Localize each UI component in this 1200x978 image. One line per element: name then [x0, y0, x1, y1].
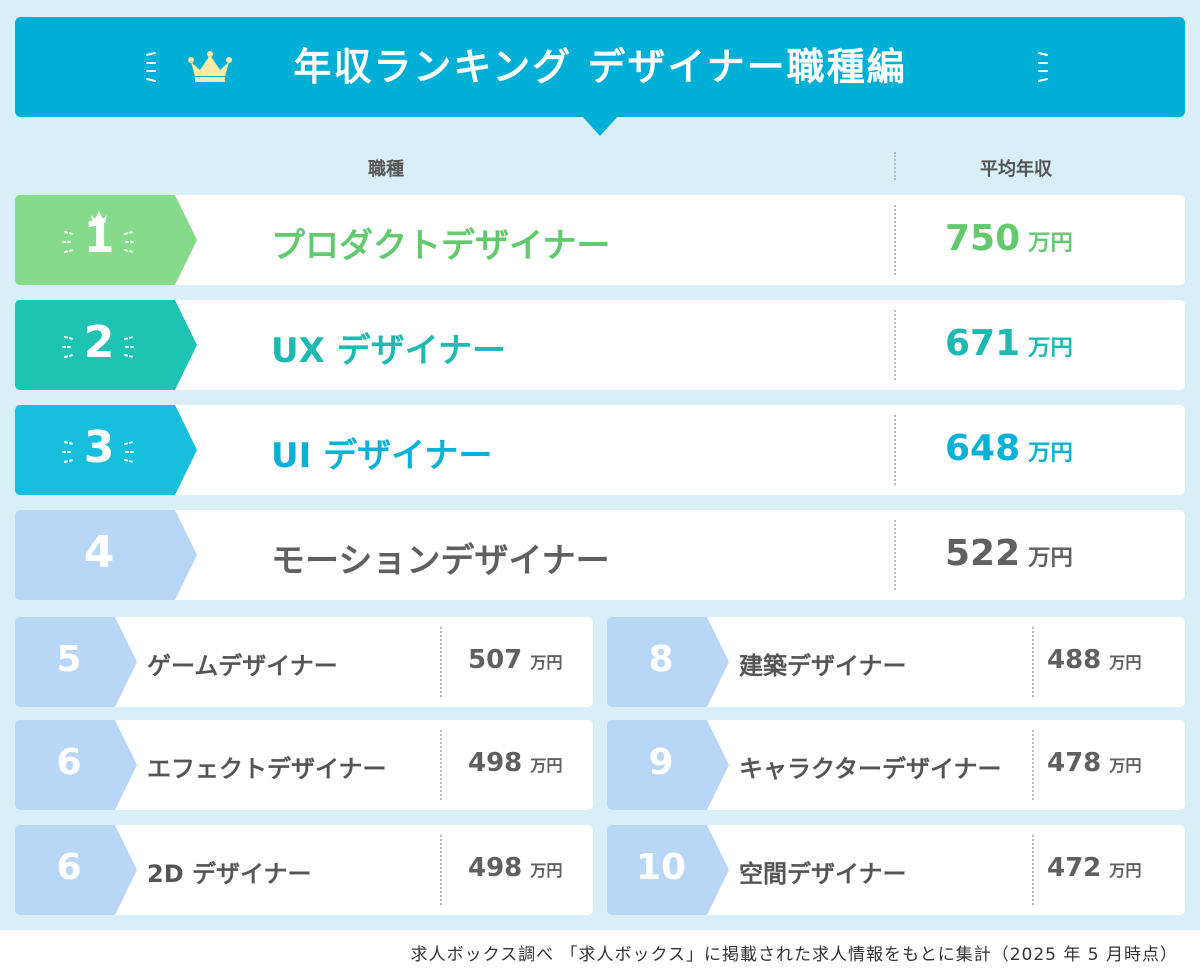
title-banner: 年収ランキング デザイナー職種編 [15, 17, 1185, 117]
job-title: 建築デザイナー [739, 652, 907, 680]
ranking-row: 10 空間デザイナー 472 万円 [607, 825, 1185, 915]
job-title: プロダクトデザイナー [271, 226, 611, 266]
job-title: UX デザイナー [271, 331, 506, 371]
salary-value: 478 万円 [1047, 748, 1142, 778]
job-title: ゲームデザイナー [147, 652, 338, 680]
ranking-row: 3 UI デザイナー 648 万円 [15, 405, 1185, 495]
job-title: エフェクトデザイナー [147, 755, 387, 783]
rank-badge [15, 405, 197, 495]
rank-number: 3 [83, 422, 115, 473]
job-title: キャラクターデザイナー [739, 755, 1002, 783]
salary-unit: 万円 [1109, 756, 1142, 775]
row-divider [440, 835, 442, 905]
rank-badge [15, 300, 197, 390]
ranking-row: 4 モーションデザイナー 522 万円 [15, 510, 1185, 600]
ranking-row: 9 キャラクターデザイナー 478 万円 [607, 720, 1185, 810]
salary-unit: 万円 [530, 861, 563, 880]
rank-number: 4 [83, 527, 115, 578]
salary-number: 498 [468, 748, 523, 778]
ranking-row: 6 2D デザイナー 498 万円 [15, 825, 593, 915]
job-title: モーションデザイナー [271, 541, 610, 581]
job-title: UI デザイナー [271, 436, 493, 476]
salary-value: 750 万円 [945, 218, 1073, 259]
row-divider [894, 415, 896, 485]
salary-column-header: 平均年収 [980, 159, 1052, 180]
rank-badge [15, 195, 197, 285]
rank-number: 1 [83, 212, 115, 263]
source-note: 求人ボックス調べ 「求人ボックス」に掲載された求人情報をもとに集計（2025 年… [410, 945, 1178, 965]
rank-number: 6 [56, 742, 82, 783]
job-title: 2D デザイナー [147, 860, 312, 888]
rank-number: 6 [56, 847, 82, 888]
rank-number: 8 [648, 639, 674, 680]
salary-unit: 万円 [1109, 861, 1142, 880]
row-divider [894, 205, 896, 275]
salary-unit: 万円 [530, 756, 563, 775]
salary-unit: 万円 [1028, 230, 1073, 256]
salary-number: 671 [945, 323, 1021, 364]
salary-number: 750 [945, 218, 1021, 259]
salary-unit: 万円 [1109, 653, 1142, 672]
rank-badge [15, 720, 137, 810]
salary-unit: 万円 [530, 653, 563, 672]
job-title: 空間デザイナー [739, 860, 907, 888]
salary-value: 648 万円 [945, 428, 1073, 469]
rank-number: 10 [635, 847, 687, 888]
ranking-row: 5 ゲームデザイナー 507 万円 [15, 617, 593, 707]
salary-unit: 万円 [1028, 545, 1073, 571]
ranking-row: 2 UX デザイナー 671 万円 [15, 300, 1185, 390]
salary-value: 522 万円 [945, 533, 1073, 574]
rank-badge [15, 617, 137, 707]
salary-value: 507 万円 [468, 645, 563, 675]
row-divider [894, 310, 896, 380]
ranking-row: 8 建築デザイナー 488 万円 [607, 617, 1185, 707]
row-divider [894, 520, 896, 590]
row-divider [1032, 835, 1034, 905]
salary-number: 488 [1047, 645, 1102, 675]
job-column-header: 職種 [368, 159, 404, 180]
rank-badge [607, 720, 729, 810]
rank-badge [607, 825, 729, 915]
ranking-row: 1 プロダクトデザイナー 750 万円 [15, 195, 1185, 285]
footer: 求人ボックス調べ 「求人ボックス」に掲載された求人情報をもとに集計（2025 年… [0, 930, 1200, 978]
crown-icon [91, 211, 107, 223]
salary-number: 498 [468, 853, 523, 883]
salary-number: 648 [945, 428, 1021, 469]
banner-pointer [582, 116, 618, 136]
crown-icon [188, 51, 232, 82]
rank-number: 9 [648, 742, 674, 783]
rank-number: 5 [56, 639, 82, 680]
salary-value: 498 万円 [468, 748, 563, 778]
salary-value: 671 万円 [945, 323, 1073, 364]
row-divider [440, 730, 442, 800]
rank-badge [15, 510, 197, 600]
rank-badge [607, 617, 729, 707]
salary-number: 507 [468, 645, 523, 675]
salary-value: 472 万円 [1047, 853, 1142, 883]
rank-badge [15, 825, 137, 915]
sparkle-icon-left [146, 52, 156, 82]
sparkle-icon-right [1038, 52, 1048, 82]
rank-number: 2 [83, 317, 115, 368]
header-divider [894, 152, 896, 180]
salary-unit: 万円 [1028, 440, 1073, 466]
salary-unit: 万円 [1028, 335, 1073, 361]
chart-title: 年収ランキング デザイナー職種編 [293, 45, 907, 89]
row-divider [1032, 627, 1034, 697]
ranking-row: 6 エフェクトデザイナー 498 万円 [15, 720, 593, 810]
salary-number: 522 [945, 533, 1021, 574]
salary-number: 478 [1047, 748, 1102, 778]
salary-value: 498 万円 [468, 853, 563, 883]
salary-value: 488 万円 [1047, 645, 1142, 675]
salary-number: 472 [1047, 853, 1102, 883]
row-divider [440, 627, 442, 697]
row-divider [1032, 730, 1034, 800]
